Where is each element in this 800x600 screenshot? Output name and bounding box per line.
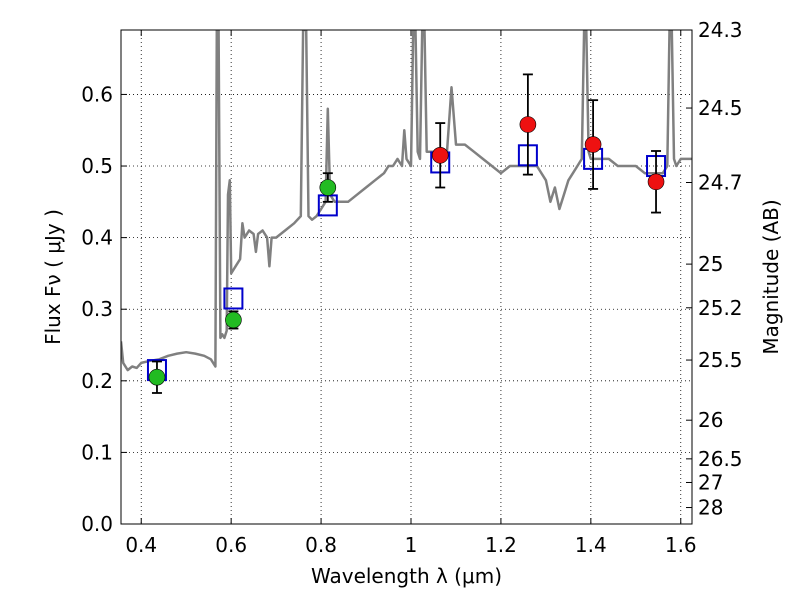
y2-tick-label: 27 bbox=[698, 470, 723, 494]
plot-frame bbox=[120, 29, 693, 525]
plot-area bbox=[121, 30, 692, 394]
y2-tick-label: 26.5 bbox=[698, 447, 743, 471]
y2-tick-label: 25.5 bbox=[698, 348, 743, 372]
axis-ticks: 0.4 0.6 0.8 1 1.2 1.4 1.6 0.0 0.1 0.2 0.3 0.4 0.5 0.6… bbox=[81, 18, 742, 557]
grid-lines bbox=[121, 30, 692, 525]
x-tick-label: 1.6 bbox=[665, 533, 697, 557]
observed-point bbox=[225, 311, 242, 329]
observed-point bbox=[319, 179, 337, 196]
y2-tick-label: 24.3 bbox=[698, 18, 743, 42]
y-tick-label: 0.1 bbox=[81, 440, 113, 464]
x-tick-label: 1.2 bbox=[485, 533, 517, 557]
observed-point bbox=[584, 136, 602, 153]
y-tick-label: 0.3 bbox=[81, 297, 113, 321]
y-tick-label: 0.6 bbox=[81, 82, 113, 106]
x-tick-label: 0.6 bbox=[215, 533, 247, 557]
observed-point bbox=[519, 116, 537, 133]
y2-tick-label: 25 bbox=[698, 252, 723, 276]
y-axis-title: Flux Fν ( μJy ) bbox=[41, 209, 65, 345]
sed-model-line bbox=[121, 30, 692, 372]
x-axis-title: Wavelength λ (μm) bbox=[311, 564, 502, 588]
x-tick-label: 0.8 bbox=[305, 533, 337, 557]
y2-tick-label: 28 bbox=[698, 496, 723, 520]
observed-point bbox=[431, 146, 449, 164]
x-tick-label: 1.4 bbox=[575, 533, 607, 557]
y-tick-label: 0.4 bbox=[81, 226, 113, 250]
y2-tick-label: 25.2 bbox=[698, 296, 743, 320]
y2-tick-label: 24.7 bbox=[698, 170, 743, 194]
x-tick-label: 0.4 bbox=[125, 533, 157, 557]
observed-point bbox=[647, 173, 665, 191]
y2-tick-label: 24.5 bbox=[698, 96, 743, 120]
y-tick-label: 0.0 bbox=[81, 512, 113, 536]
y-tick-label: 0.2 bbox=[81, 369, 113, 393]
model-photometry-square bbox=[223, 287, 244, 310]
x-tick-label: 1 bbox=[405, 533, 418, 557]
y2-tick-label: 26 bbox=[698, 408, 723, 432]
observed-point bbox=[148, 368, 166, 386]
y-tick-label: 0.5 bbox=[81, 154, 113, 178]
y2-axis-title: Magnitude (AB) bbox=[759, 199, 783, 354]
